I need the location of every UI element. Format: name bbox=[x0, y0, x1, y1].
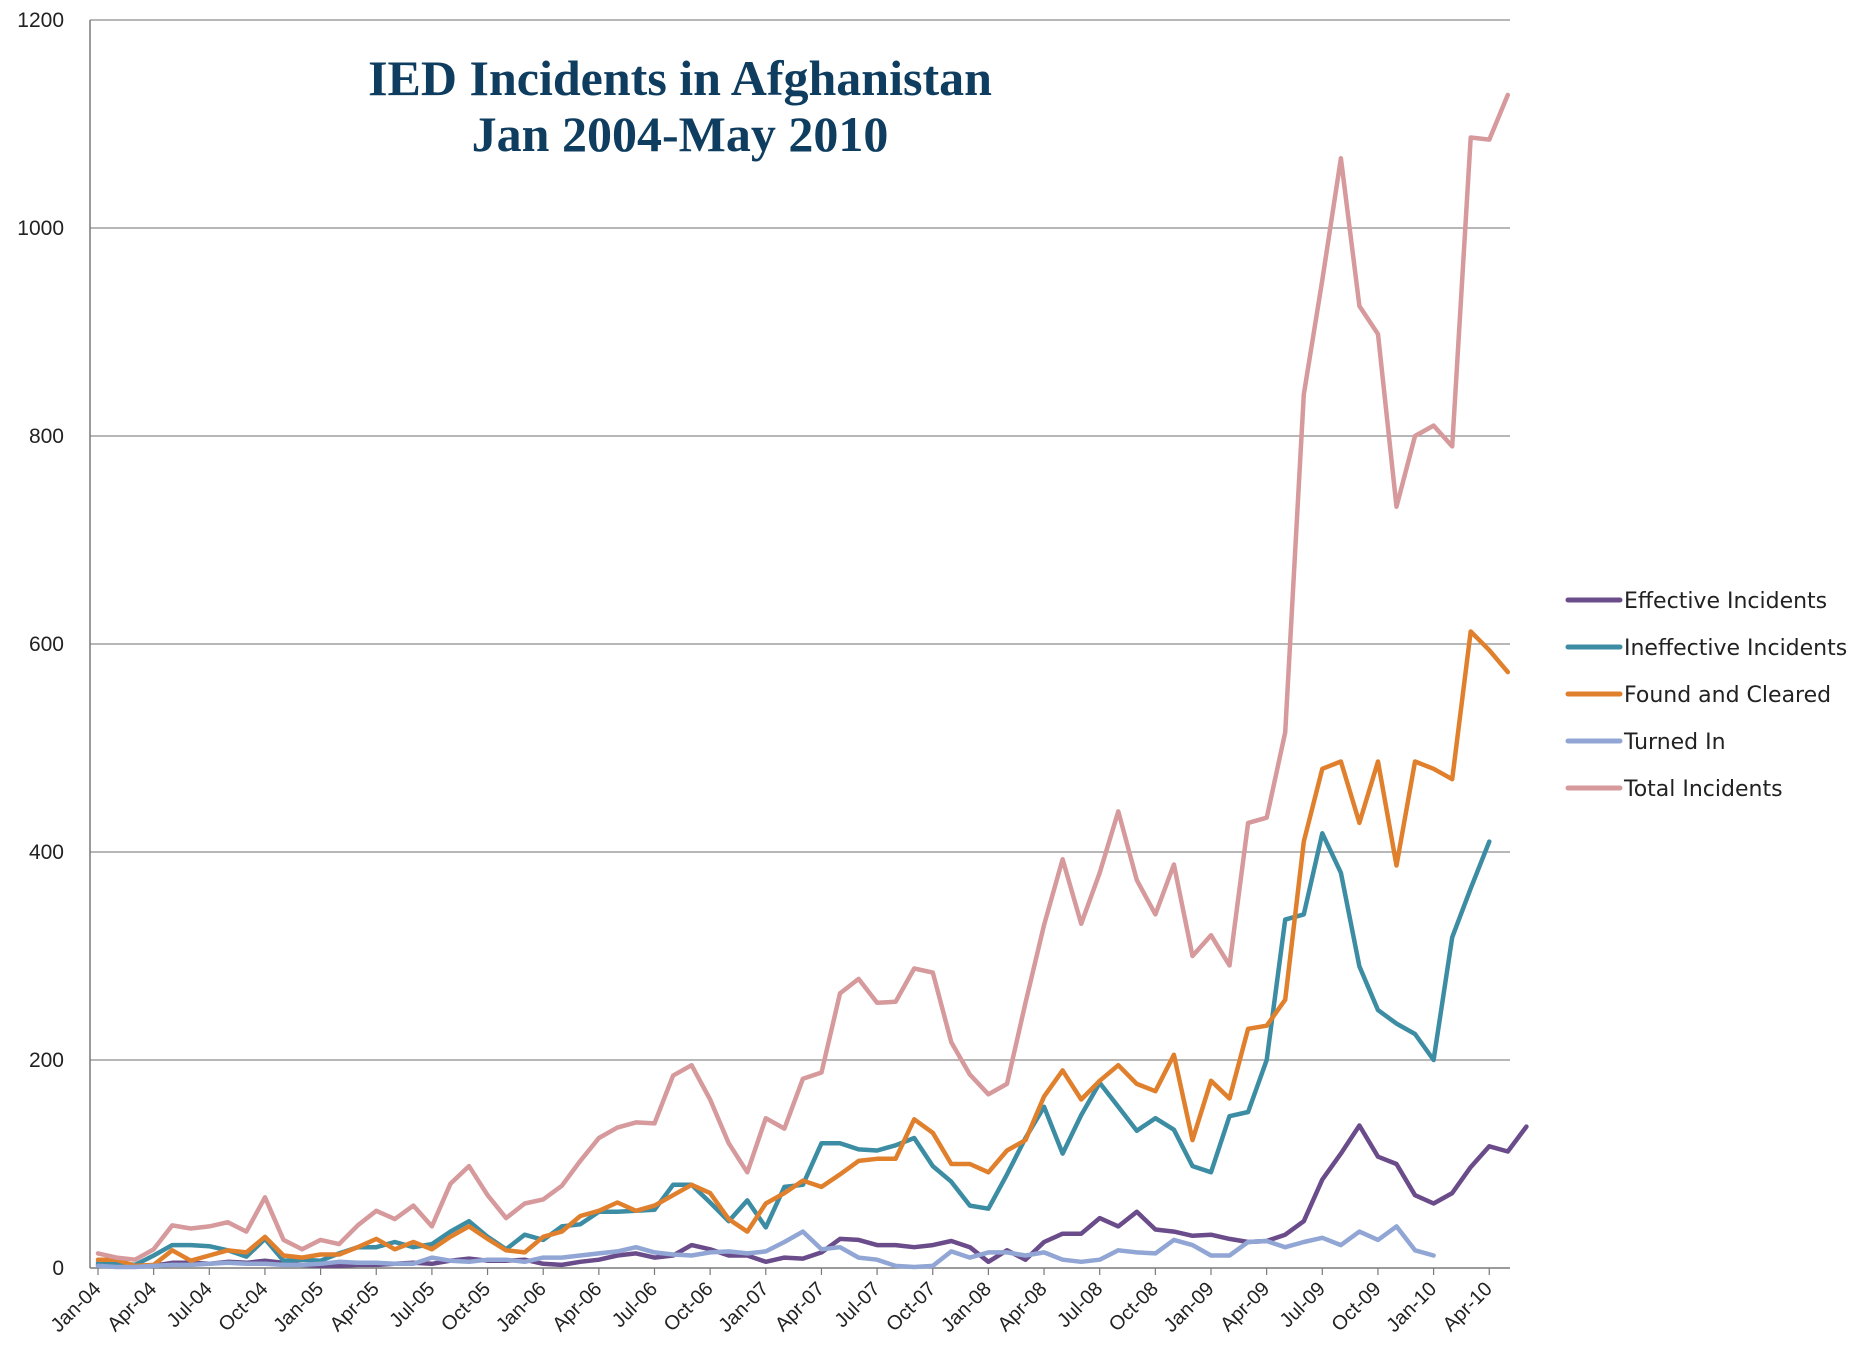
y-tick-labels: 0 200 400 600 800 1000 1200 bbox=[17, 9, 64, 1280]
x-tick-label: Jan-04 bbox=[47, 1278, 106, 1337]
series-line-ineffective-incidents bbox=[95, 831, 1492, 1268]
x-tick-label: Jul-08 bbox=[1053, 1278, 1107, 1332]
x-tick-label: Jul-09 bbox=[1276, 1278, 1330, 1332]
y-tick-label: 1200 bbox=[17, 9, 64, 32]
series-line-effective-incidents bbox=[95, 1123, 1529, 1269]
legend: Effective Incidents Ineffective Incidents… bbox=[1565, 589, 1847, 802]
legend-label-total-incidents: Total Incidents bbox=[1623, 777, 1783, 802]
x-tick-label: Oct-08 bbox=[1105, 1278, 1163, 1336]
y-tick-label: 600 bbox=[29, 633, 64, 656]
x-tick-label: Jul-07 bbox=[831, 1278, 885, 1332]
x-tick-label: Oct-07 bbox=[882, 1278, 940, 1336]
x-tick-label: Apr-04 bbox=[103, 1278, 161, 1336]
x-tick-label: Jul-04 bbox=[163, 1278, 217, 1332]
series-line-found-and-cleared bbox=[95, 629, 1511, 1269]
legend-label-ineffective-incidents: Ineffective Incidents bbox=[1624, 636, 1847, 661]
series-lines bbox=[95, 92, 1529, 1270]
x-tick-label: Apr-09 bbox=[1216, 1278, 1274, 1336]
legend-label-turned-in: Turned In bbox=[1623, 730, 1726, 755]
x-tick-label: Oct-04 bbox=[214, 1278, 272, 1336]
x-tick-label: Apr-07 bbox=[771, 1278, 829, 1336]
legend-label-found-and-cleared: Found and Cleared bbox=[1624, 683, 1831, 708]
x-tick-label: Jan-06 bbox=[492, 1278, 551, 1337]
x-tick-label: Jan-08 bbox=[937, 1278, 996, 1337]
x-tick-label: Jan-09 bbox=[1160, 1278, 1219, 1337]
x-tick-label: Jul-06 bbox=[608, 1278, 662, 1332]
x-tick-label: Jan-05 bbox=[269, 1278, 328, 1337]
y-tick-label: 1000 bbox=[17, 217, 64, 240]
y-tick-label: 400 bbox=[29, 841, 64, 864]
x-tick-label: Jan-07 bbox=[715, 1278, 774, 1337]
x-tick-label: Oct-09 bbox=[1327, 1278, 1385, 1336]
y-tick-label: 0 bbox=[52, 1257, 64, 1280]
series-line-total-incidents bbox=[95, 92, 1511, 1262]
x-tick-label: Apr-10 bbox=[1439, 1278, 1497, 1336]
chart-title-line: IED Incidents in Afghanistan bbox=[368, 50, 992, 106]
x-tick-label: Jul-05 bbox=[385, 1278, 439, 1332]
x-tick-label: Jan-10 bbox=[1382, 1278, 1441, 1337]
legend-label-effective-incidents: Effective Incidents bbox=[1624, 589, 1827, 614]
x-tick-label: Oct-05 bbox=[437, 1278, 495, 1336]
x-tick-label: Apr-06 bbox=[548, 1278, 606, 1336]
series-line-turned-in bbox=[95, 1224, 1436, 1270]
x-tick-label: Apr-05 bbox=[326, 1278, 384, 1336]
gridlines bbox=[90, 19, 1510, 1061]
x-tick-label: Oct-06 bbox=[660, 1278, 718, 1336]
chart-title-line: Jan 2004-May 2010 bbox=[472, 106, 889, 162]
x-tick-label: Apr-08 bbox=[994, 1278, 1052, 1336]
y-tick-label: 200 bbox=[29, 1049, 64, 1072]
y-tick-label: 800 bbox=[29, 425, 64, 448]
